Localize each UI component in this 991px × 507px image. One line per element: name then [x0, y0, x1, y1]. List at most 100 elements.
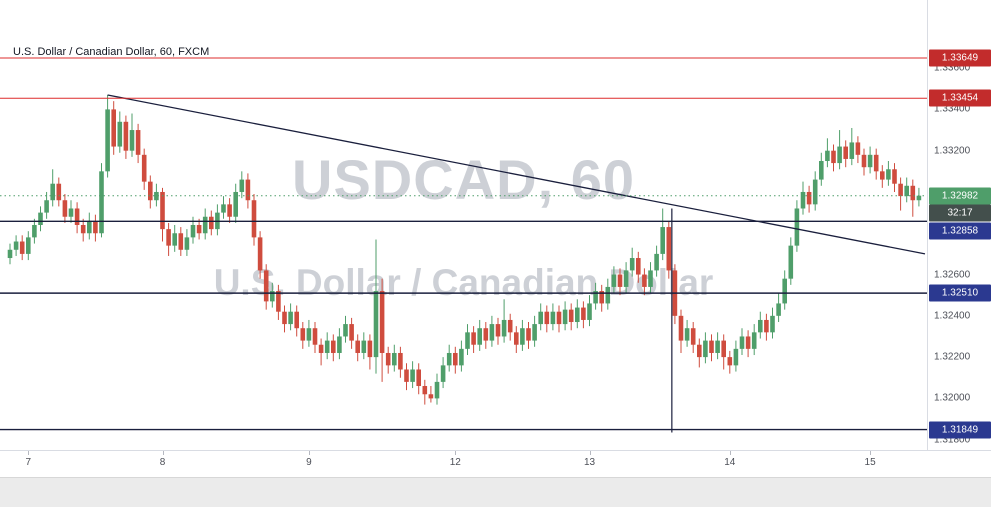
- candle: [678, 309, 684, 353]
- candle: [605, 278, 611, 310]
- chart-plot[interactable]: USDCAD, 60 U.S. Dollar / Canadian Dollar…: [0, 0, 927, 450]
- candle: [251, 194, 257, 246]
- countdown-badge: 32:17: [929, 204, 991, 222]
- candle: [453, 346, 458, 374]
- candle: [599, 284, 604, 312]
- candle: [245, 173, 251, 209]
- candle: [263, 264, 269, 310]
- candle: [434, 373, 440, 405]
- time-axis[interactable]: 7 8 9 12 13 14 15: [0, 450, 991, 477]
- trendline[interactable]: [107, 94, 926, 255]
- candle: [892, 163, 897, 192]
- chart-legend[interactable]: U.S. Dollar / Canadian Dollar, 60, FXCM: [13, 46, 209, 58]
- candle: [422, 379, 428, 405]
- candle: [745, 330, 751, 358]
- candle: [636, 251, 641, 283]
- candle: [831, 144, 836, 172]
- candle: [288, 303, 293, 331]
- candle: [361, 332, 367, 360]
- time-tick-label: 8: [159, 457, 166, 468]
- candle: [87, 212, 92, 240]
- candle: [611, 266, 617, 294]
- candle: [782, 270, 787, 310]
- candle: [135, 123, 141, 164]
- candle: [837, 130, 842, 170]
- candle: [26, 231, 31, 261]
- candle: [849, 127, 855, 166]
- time-tick-label: 12: [449, 457, 461, 468]
- candle: [507, 313, 513, 341]
- candle: [593, 282, 598, 310]
- candle: [880, 165, 885, 188]
- candle: [349, 317, 354, 349]
- price-axis[interactable]: 1.33600 1.33400 1.33200 1.32600 1.32400 1.322…: [927, 0, 991, 450]
- candle: [294, 305, 299, 337]
- candle: [568, 303, 574, 331]
- time-tick-mark: [589, 451, 591, 455]
- candle: [172, 225, 177, 252]
- candle: [703, 332, 708, 364]
- candle: [282, 305, 287, 333]
- candle: [306, 319, 312, 347]
- candle: [776, 293, 781, 323]
- candle: [465, 324, 470, 356]
- candle: [532, 315, 537, 347]
- candle: [300, 322, 306, 349]
- candle: [495, 317, 501, 345]
- candle: [221, 196, 226, 219]
- candle: [873, 148, 879, 180]
- price-badge-1.32510: 1.32510: [929, 284, 991, 302]
- candle: [239, 171, 245, 199]
- candle: [544, 305, 550, 333]
- time-tick-label: 14: [724, 457, 736, 468]
- candle: [697, 338, 702, 368]
- candle: [62, 194, 68, 223]
- candle: [19, 235, 25, 261]
- candle: [398, 346, 403, 378]
- candle: [404, 363, 409, 391]
- time-tick-label: 9: [306, 457, 312, 468]
- candle: [855, 136, 861, 164]
- candle: [44, 191, 49, 219]
- candlestick-canvas: [0, 57, 927, 433]
- candle: [581, 301, 586, 329]
- candle: [684, 319, 690, 347]
- time-tick-label: 13: [583, 457, 596, 468]
- candle: [324, 332, 330, 360]
- candle: [148, 175, 153, 209]
- candle: [867, 146, 873, 174]
- candle: [154, 183, 159, 207]
- candle: [770, 307, 775, 339]
- price-tick-label: 1.32200: [934, 351, 971, 363]
- candle: [520, 319, 525, 351]
- candle: [575, 299, 580, 329]
- candle: [715, 332, 720, 360]
- candle: [373, 239, 379, 374]
- candle: [196, 218, 202, 240]
- candle: [392, 344, 397, 372]
- candle: [209, 210, 214, 236]
- time-tick-mark: [308, 451, 310, 455]
- symbol-title[interactable]: U.S. Dollar / Canadian Dollar, 60, FXCM: [13, 46, 210, 58]
- price-tick-label: 1.32600: [934, 269, 971, 281]
- candle: [501, 299, 507, 343]
- candle: [80, 218, 86, 242]
- candle: [428, 386, 434, 403]
- candle: [202, 208, 208, 240]
- candle: [32, 218, 37, 244]
- candle: [337, 328, 342, 360]
- candle: [733, 340, 739, 372]
- candle: [160, 187, 165, 242]
- bottom-strip: [0, 477, 991, 507]
- candle: [648, 262, 653, 294]
- price-tick-label: 1.33200: [934, 145, 971, 157]
- candle: [751, 324, 757, 356]
- candle: [318, 338, 324, 366]
- candle: [800, 181, 806, 215]
- price-tick-label: 1.31800: [934, 434, 971, 446]
- candle: [654, 245, 659, 277]
- candle: [916, 187, 922, 207]
- candle: [459, 340, 464, 372]
- price-tick-label: 1.32400: [934, 310, 971, 322]
